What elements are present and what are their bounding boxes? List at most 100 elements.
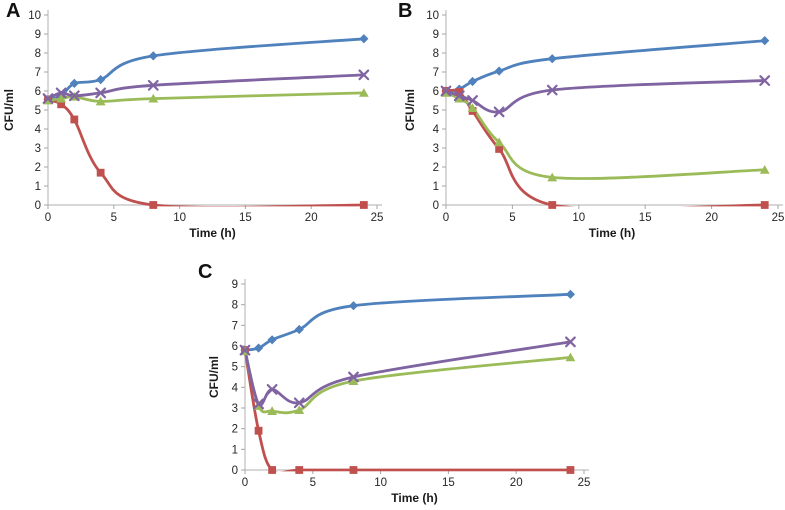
series-line-blue-diamond [46, 37, 366, 101]
y-tick-label: 0 [35, 200, 41, 212]
x-tick-label: 5 [509, 212, 515, 224]
panel-B: B 0 1 2 3 4 5 6 7 8 9 10 0 5 10 15 20 25 Time (h) CFU/ml [392, 0, 785, 252]
marker-blue-diamond [253, 343, 264, 353]
y-tick-label: 10 [28, 10, 41, 22]
marker-red-square [548, 201, 557, 209]
marker-red-square [566, 466, 575, 474]
marker-green-triangle [56, 93, 67, 103]
x-axis-title: Time (h) [189, 226, 235, 240]
marker-blue-diamond [359, 34, 369, 44]
marker-green-triangle [148, 93, 159, 103]
x-tick-label: 0 [242, 477, 248, 489]
marker-green-triangle [467, 103, 478, 112]
marker-green-triangle [267, 406, 278, 415]
line-chart-A: 0 1 2 3 4 5 6 7 8 9 10 0 5 10 15 20 25 Time (h) CFU/ml [2, 10, 384, 240]
series-line-red-square [444, 88, 767, 207]
y-tick-label: 8 [35, 48, 41, 60]
y-tick-label: 10 [426, 10, 439, 22]
y-axis-title: CFU/ml [207, 356, 221, 398]
marker-purple-x [440, 85, 452, 97]
x-tick-label: 10 [173, 212, 186, 224]
series-markers-green-triangle [240, 346, 576, 415]
marker-green-triangle [547, 172, 558, 182]
y-tick-label: 1 [35, 181, 41, 193]
series-markers-red-square [442, 87, 769, 209]
y-tick-label: 7 [232, 320, 238, 332]
x-tick-label: 5 [310, 477, 316, 489]
series-lines [243, 292, 572, 472]
y-tick-label: 9 [35, 29, 41, 41]
marker-purple-x [266, 384, 278, 395]
marker-green-triangle [294, 405, 305, 414]
marker-purple-x [55, 87, 67, 99]
marker-blue-diamond [467, 76, 478, 87]
x-tick-label: 15 [239, 212, 252, 224]
y-tick-label: 9 [232, 279, 238, 291]
x-axis-title: Time (h) [391, 491, 437, 505]
y-tick-label: 5 [433, 105, 439, 117]
marker-purple-x [42, 93, 54, 104]
marker-green-triangle [494, 137, 505, 147]
marker-blue-diamond [267, 335, 277, 345]
marker-purple-x [453, 90, 465, 102]
y-tick-label: 6 [35, 86, 41, 98]
marker-blue-diamond [565, 289, 576, 299]
y-tick-label: 0 [232, 465, 238, 477]
y-tick-label: 2 [232, 424, 238, 436]
panel-letter-B: B [398, 0, 413, 22]
marker-purple-x [565, 336, 576, 348]
y-tick-label: 1 [232, 444, 238, 456]
marker-green-triangle [759, 165, 770, 174]
marker-blue-diamond [348, 301, 359, 311]
marker-blue-diamond [96, 75, 106, 85]
marker-purple-x [493, 106, 505, 118]
marker-red-square [57, 100, 66, 109]
y-tick-label: 2 [433, 162, 439, 174]
y-tick-label: 8 [433, 48, 439, 60]
x-tick-label: 25 [371, 212, 384, 224]
y-tick-label: 0 [433, 200, 439, 212]
marker-purple-x [546, 84, 558, 96]
y-tick-label: 8 [232, 300, 238, 312]
marker-red-square [96, 168, 105, 177]
marker-purple-x [147, 79, 159, 91]
y-tick-label: 3 [433, 143, 439, 155]
panel-letter-C: C [198, 261, 213, 283]
marker-blue-diamond [494, 66, 504, 76]
marker-red-square [295, 466, 304, 474]
marker-green-triangle [565, 352, 576, 362]
y-axis-title: CFU/ml [403, 89, 417, 131]
marker-blue-diamond [547, 54, 557, 64]
marker-red-square [268, 466, 277, 474]
marker-purple-x [467, 95, 478, 106]
series-line-red-square [46, 98, 366, 207]
series-markers-purple-x [239, 336, 576, 410]
y-tick-label: 2 [35, 162, 41, 174]
y-tick-label: 7 [433, 67, 439, 79]
y-tick-label: 5 [35, 105, 41, 117]
series-markers-purple-x [440, 75, 771, 118]
x-tick-label: 10 [374, 477, 387, 489]
y-tick-label: 4 [433, 124, 440, 136]
marker-green-triangle [348, 376, 359, 386]
series-markers-purple-x [42, 69, 370, 104]
x-tick-label: 25 [578, 477, 591, 489]
series-line-red-square [243, 348, 572, 472]
series-line-blue-diamond [243, 292, 572, 352]
y-axis-title: CFU/ml [2, 89, 16, 131]
y-tick-label: 6 [232, 341, 238, 353]
marker-purple-x [759, 75, 771, 86]
x-tick-label: 20 [705, 212, 718, 224]
x-tick-label: 20 [305, 212, 318, 224]
series-markers-red-square [44, 95, 368, 209]
marker-purple-x [68, 90, 80, 102]
marker-red-square [495, 145, 504, 153]
marker-red-square [455, 88, 464, 96]
marker-green-triangle [454, 93, 465, 103]
x-tick-label: 20 [510, 477, 523, 489]
y-tick-label: 6 [433, 86, 439, 98]
y-tick-label: 5 [232, 362, 238, 374]
x-tick-label: 5 [111, 212, 117, 224]
x-tick-label: 0 [443, 212, 449, 224]
